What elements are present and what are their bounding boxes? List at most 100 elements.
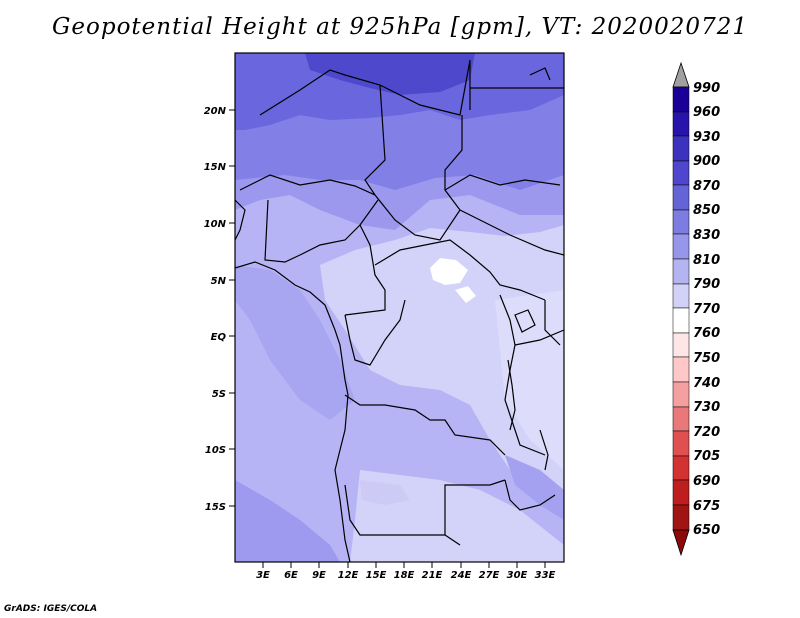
lat-tick-20n: 20N (204, 106, 235, 117)
contour-830-southeast (505, 455, 564, 520)
contour-790-southwest (360, 480, 410, 505)
lat-tick-label: EQ (211, 332, 227, 343)
colorbar-label: 740 (693, 376, 720, 391)
colorbar-label: 870 (693, 179, 720, 194)
colorbar-segment (672, 111, 690, 137)
coastline-west-africa (235, 199, 246, 241)
border-niger-chad (364, 84, 386, 196)
border-libya-egypt (444, 115, 463, 190)
lon-tick-label: 3E (256, 570, 270, 581)
border-car (374, 239, 546, 301)
colorbar-segment (672, 307, 690, 334)
coastline-lake-tanganyika (507, 359, 516, 431)
lon-tick-label: 12E (338, 570, 359, 581)
border-sahel (239, 174, 561, 241)
colorbar-label: 705 (693, 449, 720, 464)
contour-790-east (495, 290, 564, 470)
lon-tick-label: 9E (312, 570, 326, 581)
colorbar-label: 730 (693, 400, 720, 415)
lon-tick-label: 33E (535, 570, 556, 581)
lat-tick-15n: 15N (204, 162, 235, 173)
coastline-lake-malawi (539, 429, 549, 471)
border-nigeria (264, 199, 379, 263)
lon-tick-27e: 27E (479, 562, 500, 581)
border-sahara-north (259, 59, 564, 116)
colorbar-label: 790 (693, 277, 720, 292)
colorbar-segment (672, 233, 690, 260)
colorbar-label: 900 (693, 154, 720, 169)
lat-tick-label: 20N (204, 106, 227, 117)
lon-tick-label: 6E (284, 570, 298, 581)
lat-tick-label: 10N (204, 219, 227, 230)
country-borders (239, 59, 564, 546)
lat-tick-eq: EQ (211, 332, 235, 343)
colorbar-label: 960 (693, 105, 720, 120)
lat-tick-10s: 10S (205, 445, 235, 456)
lon-tick-label: 18E (394, 570, 415, 581)
colorbar-segment (672, 283, 690, 309)
contour-810-south (235, 480, 340, 562)
colorbar-label: 830 (693, 228, 720, 243)
lon-tick-21e: 21E (422, 562, 443, 581)
height-field (235, 53, 564, 562)
border-congo (344, 299, 406, 366)
contour-770-patch-b (455, 286, 476, 303)
lat-tick-label: 15S (205, 502, 226, 513)
map-panel (234, 52, 565, 563)
colorbar-label: 750 (693, 351, 720, 366)
contour-900-band (305, 53, 475, 95)
lon-tick-label: 21E (422, 570, 443, 581)
colorbar-segment (672, 430, 690, 457)
lon-tick-9e: 9E (312, 562, 326, 581)
lon-tick-label: 27E (479, 570, 500, 581)
colorbar-label: 770 (693, 302, 720, 317)
contour-790-region (320, 225, 564, 500)
colorbar-segment (672, 381, 690, 408)
lon-axis: 3E 6E 9E 12E 15E 18E 21E 24E (256, 562, 556, 581)
border-tanzania (514, 329, 564, 346)
lon-tick-24e: 24E (451, 562, 472, 581)
colorbar-labels: 990 960 930 900 870 850 830 810 790 770 … (693, 81, 720, 538)
lat-tick-10n: 10N (204, 219, 235, 230)
colorbar-segment (672, 184, 690, 211)
border-cameroon (344, 224, 386, 316)
coastlines (235, 67, 551, 562)
map-title: Geopotential Height at 925hPa [gpm], VT:… (52, 14, 748, 40)
lon-tick-label: 30E (507, 570, 528, 581)
colorbar-segments (672, 61, 690, 557)
footer-credit: GrADS: IGES/COLA (4, 604, 98, 614)
border-sudan (459, 209, 564, 256)
colorbar-arrow-bottom (672, 529, 690, 557)
colorbar-label: 720 (693, 425, 720, 440)
contour-770-patch-a (430, 258, 468, 285)
border-drc-east (499, 294, 546, 456)
colorbar: 990 960 930 900 870 850 830 810 790 770 … (672, 61, 720, 557)
coastline-gulf-of-guinea (235, 261, 351, 562)
lat-tick-5s: 5S (212, 389, 235, 400)
lon-tick-30e: 30E (507, 562, 528, 581)
colorbar-label: 850 (693, 203, 720, 218)
colorbar-segment (672, 209, 690, 235)
colorbar-segment (672, 258, 690, 285)
colorbar-segment (672, 406, 690, 432)
colorbar-segment (672, 332, 690, 358)
colorbar-label: 690 (693, 474, 720, 489)
lat-tick-label: 5N (211, 276, 227, 287)
border-kenya (544, 300, 561, 346)
colorbar-segment (672, 356, 690, 383)
lon-tick-label: 24E (451, 570, 472, 581)
lat-tick-5n: 5N (211, 276, 235, 287)
colorbar-segment (672, 135, 690, 162)
border-angola-south (344, 479, 506, 546)
colorbar-label: 675 (693, 499, 720, 514)
coastline-lake-victoria (514, 309, 536, 333)
colorbar-segment (672, 479, 690, 506)
colorbar-label: 760 (693, 326, 720, 341)
lon-tick-15e: 15E (366, 562, 387, 581)
lon-tick-18e: 18E (394, 562, 415, 581)
lon-tick-12e: 12E (338, 562, 359, 581)
colorbar-label: 810 (693, 253, 720, 268)
colorbar-segment (672, 504, 690, 531)
border-angola (344, 394, 506, 456)
